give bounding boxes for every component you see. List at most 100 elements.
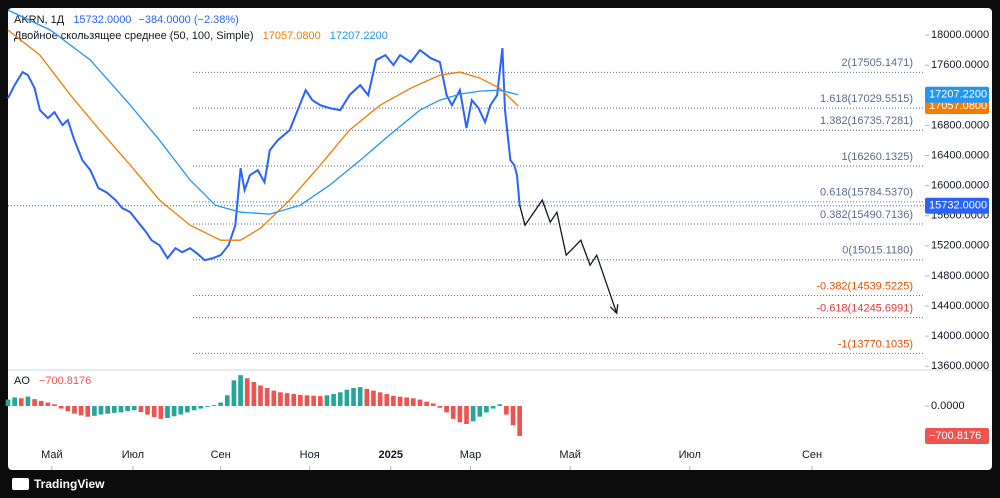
ao-bar [377, 392, 383, 406]
ao-bar [244, 378, 250, 406]
change: −384.0000 (−2.38%) [139, 14, 239, 26]
ao-bar [12, 397, 17, 406]
ao-bar [371, 390, 376, 406]
fib-label: -1(13770.1035) [838, 338, 913, 350]
ao-bar [38, 400, 44, 406]
ao-bar [185, 405, 190, 413]
series-line [7, 29, 519, 241]
ao-bar [218, 402, 223, 406]
x-tick-label: Май [559, 449, 581, 461]
y-tick-label: 17600.0000 [931, 59, 989, 71]
x-tick-label: Мар [460, 449, 482, 461]
ao-bar [18, 398, 24, 406]
ao-bar [65, 405, 71, 412]
fib-label: 0.618(15784.5370) [820, 187, 913, 199]
ao-bar [171, 405, 177, 417]
ao-bar [417, 399, 423, 406]
arrow-head [609, 304, 619, 315]
y-tick-label: 16800.0000 [931, 119, 989, 131]
ao-bar [278, 392, 283, 406]
price-badge [925, 197, 989, 214]
fib-label: 1.382(16735.7281) [820, 115, 913, 127]
ao-bar [337, 392, 343, 406]
ao-bar [391, 395, 396, 406]
ao-bar [125, 405, 130, 412]
y-tick-label: 18000.0000 [931, 29, 989, 41]
ao-bar [424, 401, 429, 406]
x-tick-label: Май [41, 449, 63, 461]
ma-badge-label: 17057.0800 [929, 100, 987, 112]
ao-bar [437, 405, 443, 408]
ao-bar [504, 405, 509, 415]
ao-bar [457, 405, 463, 423]
ma-badge-label: 17207.2200 [929, 89, 987, 101]
series-line [519, 198, 618, 314]
ao-bar [264, 388, 270, 406]
header: AKRN, 1Д 15732.0000 −384.0000 (−2.38%) [14, 14, 239, 26]
ao-bar [251, 382, 257, 406]
fib-label: -0.382(14539.5225) [816, 280, 913, 292]
ao-bar [311, 395, 316, 406]
ao-bar [404, 397, 410, 406]
ao-bar [430, 403, 436, 406]
ma100-value: 17207.2200 [330, 30, 388, 42]
ao-bar [510, 405, 516, 426]
ao-badge [925, 427, 989, 444]
fib-label: 1(16260.1325) [841, 151, 913, 163]
ao-bar [98, 405, 104, 415]
ao-bar [477, 405, 483, 417]
ao-bar [105, 405, 110, 414]
ao-bar [151, 405, 157, 418]
ao-bar [165, 405, 170, 418]
price-badge-label: 15732.0000 [929, 200, 987, 212]
fib-label: 0(15015.1180) [842, 245, 913, 257]
ao-bar [298, 394, 303, 406]
fib-label: -0.618(14245.6991) [816, 303, 913, 315]
ao-bar [411, 398, 416, 406]
last-price: 15732.0000 [73, 14, 131, 26]
ao-bar [324, 395, 330, 406]
branding: TradingView [34, 477, 105, 491]
fib-label: 1.618(17029.5515) [820, 93, 913, 105]
x-tick-label: Июл [679, 449, 701, 461]
ao-bar [464, 405, 469, 424]
ao-bar [205, 405, 210, 407]
ao-y-tick-label: 0.0000 [931, 400, 965, 412]
ao-bar [25, 396, 31, 406]
ao-bar [52, 404, 57, 406]
ao-bar [284, 393, 290, 406]
y-tick-label: 16000.0000 [931, 180, 989, 192]
ao-bar [397, 396, 403, 406]
ao-bar [344, 389, 350, 406]
indicator-header: Двойное скользящее среднее (50, 100, Sim… [14, 30, 388, 42]
ao-bar [304, 395, 310, 406]
fib-label: 0.382(15490.7136) [820, 209, 913, 221]
ao-bar [72, 405, 77, 414]
ao-title: AO [14, 375, 30, 387]
ao-bar [138, 405, 144, 412]
ao-bar [238, 375, 243, 406]
ao-bar [131, 405, 137, 411]
x-tick-label: Сен [211, 449, 231, 461]
ao-bar [224, 395, 230, 406]
ao-bar [351, 388, 356, 406]
ao-bar [45, 402, 51, 406]
fib-label: 2(17505.1471) [841, 57, 913, 69]
ao-bar [444, 405, 449, 413]
ao-header: AO −700.8176 [14, 375, 91, 387]
ao-bar [384, 394, 390, 406]
ao-bar [58, 405, 64, 409]
ao-bar [85, 405, 91, 417]
symbol: AKRN, 1Д [14, 14, 65, 26]
indicator: Двойное скользящее среднее (50, 100, Sim… [14, 30, 254, 42]
series-line [7, 9, 519, 215]
ao-bar [111, 405, 117, 413]
x-tick-label: 2025 [379, 449, 403, 461]
y-tick-label: 16400.0000 [931, 149, 989, 161]
ao-bar [92, 405, 97, 416]
ma-badge [925, 86, 989, 103]
y-tick-label: 14800.0000 [931, 270, 989, 282]
ma50-value: 17057.0800 [263, 30, 321, 42]
